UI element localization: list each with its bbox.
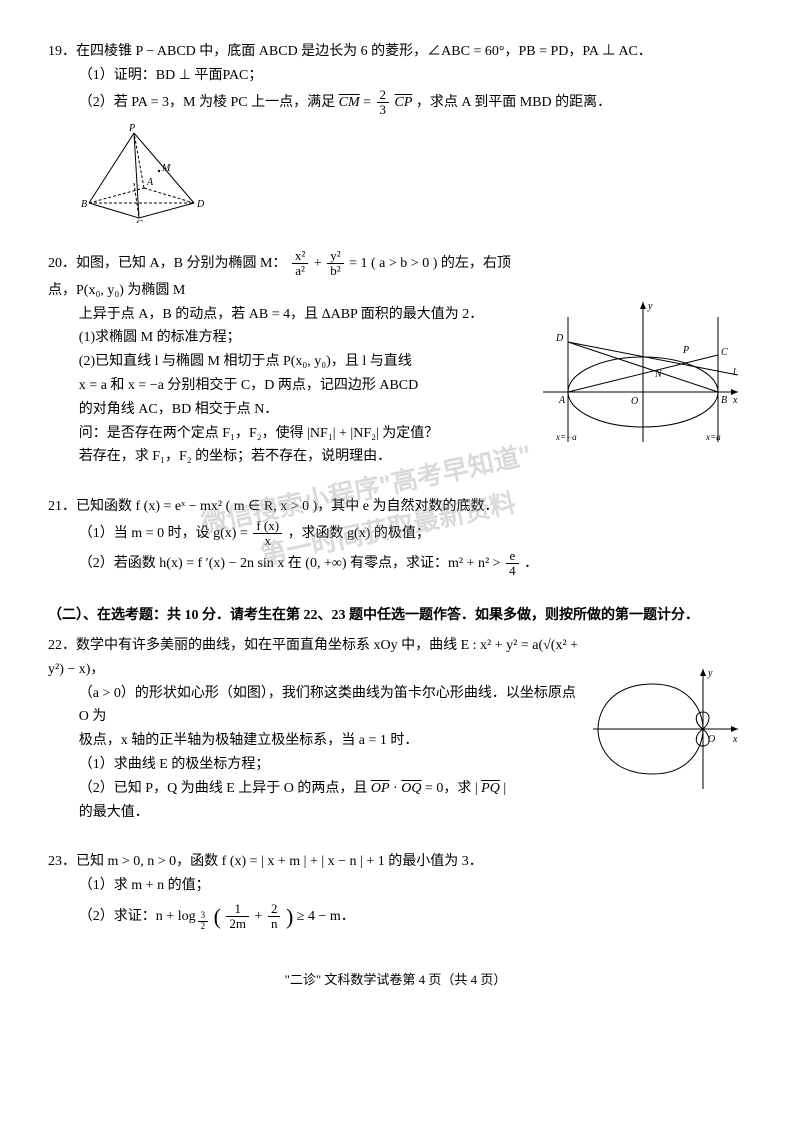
q22-number: 22． <box>48 638 76 653</box>
figure-ellipse: D C P N A B O x y l x=−a x=a <box>543 297 743 447</box>
q19-part1: （1）证明：BD ⊥ 平面PAC； <box>48 64 743 88</box>
svg-text:O: O <box>631 396 638 407</box>
q19-number: 19． <box>48 44 76 59</box>
q20-sa: 如图，已知 A，B 分别为椭圆 M： <box>76 256 286 271</box>
problem-20: D C P N A B O x y l x=−a x=a 20．如图，已知 A，… <box>48 249 743 469</box>
q21-p1b: ，求函数 g(x) 的极值； <box>288 526 430 541</box>
svg-text:M: M <box>161 163 171 174</box>
q20-p2l5: 若存在，求 F₁，F₂ 的坐标；若不存在，说明理由． <box>48 445 743 469</box>
figure-cardioid: O x y <box>593 664 743 794</box>
svg-text:l: l <box>733 367 736 378</box>
q22-l1a: 数学中有许多美丽的曲线，如在平面直角坐标系 xOy 中，曲线 E : x² + … <box>48 638 578 677</box>
frac-x2a2: x²a² <box>292 249 308 279</box>
svg-text:C: C <box>136 219 143 223</box>
svg-text:x=−a: x=−a <box>555 432 577 442</box>
q21-stem: 21．已知函数 f (x) = eˣ − mx² ( m ∈ R, x > 0 … <box>48 495 743 519</box>
svg-text:P: P <box>128 123 135 134</box>
svg-text:O: O <box>708 734 715 745</box>
q19-part2: （2）若 PA = 3，M 为棱 PC 上一点，满足 CM = 2 3 CP ，… <box>48 88 743 118</box>
section-2-header: （二）、在选考题：共 10 分．请考生在第 22、23 题中任选一题作答．如果多… <box>48 604 743 628</box>
q21-p2: （2）若函数 h(x) = f ′(x) − 2n sin x 在 (0, +∞… <box>48 549 743 579</box>
vec-CP: CP <box>395 95 413 110</box>
frac-1-2m: 12m <box>226 902 249 932</box>
q22-p2a: （2）已知 P，Q 为曲线 E 上异于 O 的两点，且 <box>79 781 371 796</box>
svg-text:A: A <box>558 395 566 406</box>
svg-text:D: D <box>196 199 205 210</box>
svg-text:N: N <box>654 369 663 380</box>
q23-p1: （1）求 m + n 的值； <box>48 874 743 898</box>
svg-text:D: D <box>555 333 564 344</box>
problem-21: 微信搜索小程序"高考早知道" 第一时间获取最新资料 21．已知函数 f (x) … <box>48 495 743 578</box>
frac-y2b2: y²b² <box>327 249 343 279</box>
frac-e-4: e4 <box>506 549 519 579</box>
q20-line1: 20．如图，已知 A，B 分别为椭圆 M： x²a² + y²b² = 1 ( … <box>48 249 743 302</box>
q21-p2a: （2）若函数 h(x) = f ′(x) − 2n sin x 在 (0, +∞… <box>79 556 504 571</box>
page-footer: "二诊" 文科数学试卷第 4 页（共 4 页） <box>48 969 743 991</box>
svg-text:A: A <box>146 177 154 188</box>
svg-text:B: B <box>721 395 727 406</box>
svg-text:y: y <box>707 668 713 679</box>
q19-p2a: （2）若 PA = 3，M 为棱 PC 上一点，满足 <box>79 95 339 110</box>
problem-23: 23．已知 m > 0, n > 0，函数 f (x) = | x + m | … <box>48 850 743 935</box>
vec-OQ: OQ <box>401 781 421 796</box>
svg-text:P: P <box>682 345 689 356</box>
q22-p2d: | <box>503 781 506 796</box>
q21-number: 21． <box>48 499 76 514</box>
q22-p2c: = 0，求 | <box>425 781 478 796</box>
vec-OP: OP <box>371 781 390 796</box>
svg-text:x: x <box>732 395 738 406</box>
svg-text:B: B <box>81 199 87 210</box>
q21-text: 已知函数 f (x) = eˣ − mx² ( m ∈ R, x > 0 )，其… <box>76 499 498 514</box>
q19-p2b: ，求点 A 到平面 MBD 的距离． <box>416 95 611 110</box>
svg-text:x=a: x=a <box>705 432 721 442</box>
figure-pyramid: P B C D A M <box>79 123 239 223</box>
q23-p2a: （2）求证：n + log <box>79 909 196 924</box>
q19-text: 在四棱锥 P − ABCD 中，底面 ABCD 是边长为 6 的菱形，∠ABC … <box>76 44 652 59</box>
q23-number: 23． <box>48 854 76 869</box>
q23-p2b: ≥ 4 − m． <box>297 909 355 924</box>
frac-2-3: 2 3 <box>377 88 390 118</box>
q23-text: 已知 m > 0, n > 0，函数 f (x) = | x + m | + |… <box>76 854 483 869</box>
svg-text:x: x <box>732 734 738 745</box>
q22-end: 的最大值． <box>48 801 743 825</box>
problem-19: 19．在四棱锥 P − ABCD 中，底面 ABCD 是边长为 6 的菱形，∠A… <box>48 40 743 223</box>
svg-text:C: C <box>721 347 728 358</box>
q19-stem: 19．在四棱锥 P − ABCD 中，底面 ABCD 是边长为 6 的菱形，∠A… <box>48 40 743 64</box>
q22-p2b: · <box>393 781 401 796</box>
log-base: 32 <box>198 911 209 932</box>
frac-fx-x: f (x)x <box>253 519 282 549</box>
q20-number: 20． <box>48 256 76 271</box>
svg-text:y: y <box>647 301 653 312</box>
q21-p2b: ． <box>524 556 538 571</box>
problem-22: O x y 22．数学中有许多美丽的曲线，如在平面直角坐标系 xOy 中，曲线 … <box>48 634 743 824</box>
q21-p1a: （1）当 m = 0 时，设 g(x) = <box>79 526 252 541</box>
q23-stem: 23．已知 m > 0, n > 0，函数 f (x) = | x + m | … <box>48 850 743 874</box>
q21-p1: （1）当 m = 0 时，设 g(x) = f (x)x ，求函数 g(x) 的… <box>48 519 743 549</box>
frac-2-n: 2n <box>268 902 281 932</box>
vec-CM: CM <box>339 95 360 110</box>
q23-p2: （2）求证：n + log32 ( 12m + 2n ) ≥ 4 − m． <box>48 898 743 935</box>
vec-PQ: PQ <box>481 781 500 796</box>
